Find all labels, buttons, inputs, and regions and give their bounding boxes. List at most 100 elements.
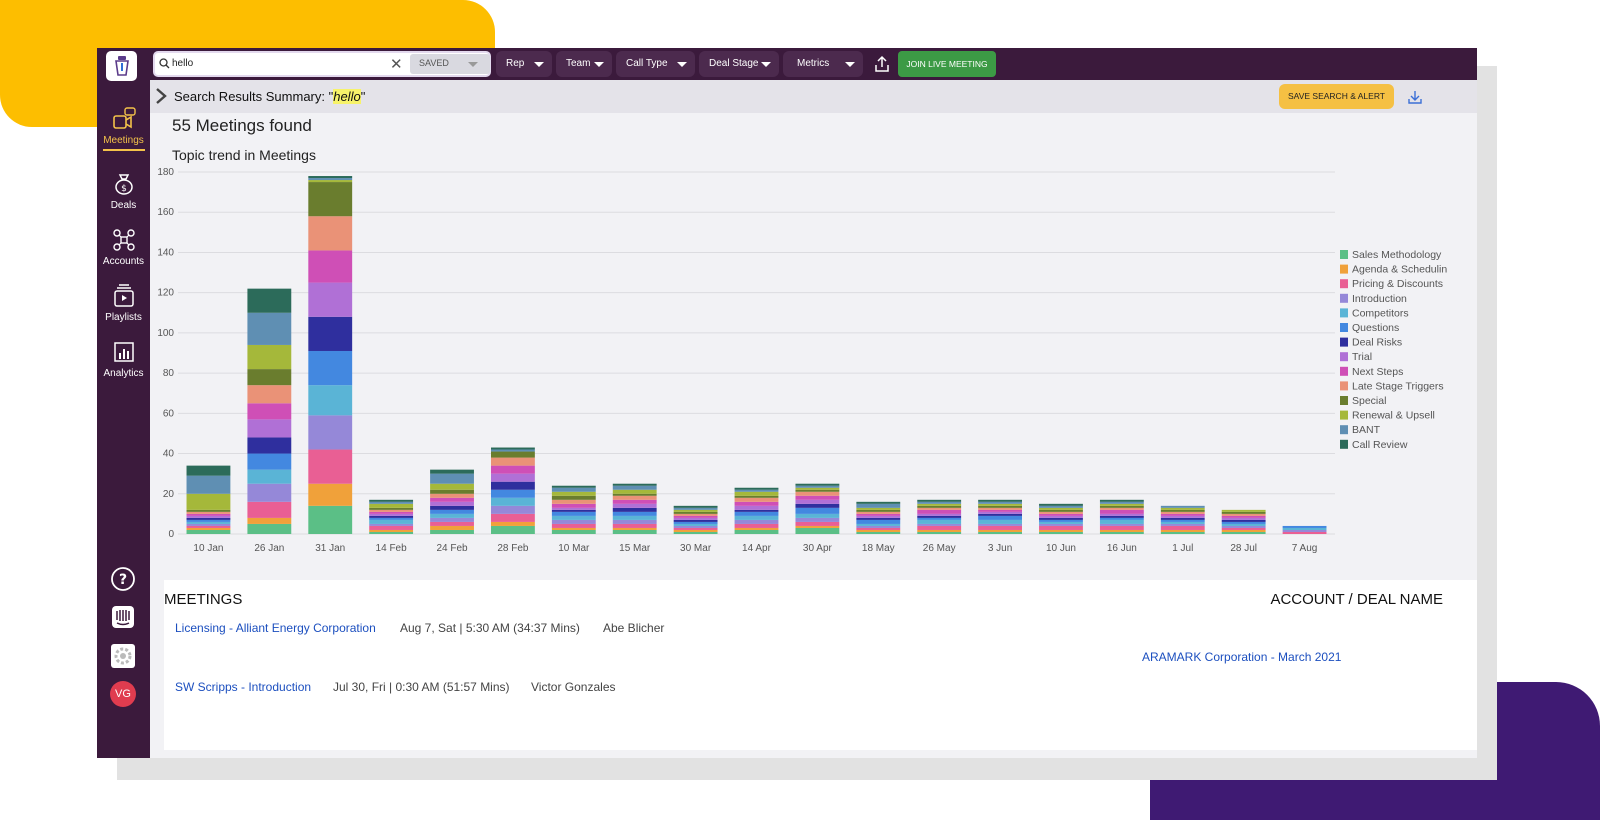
sidebar-item-deals[interactable]: $ Deals [97,171,150,211]
export-icon[interactable] [872,54,892,74]
bar-segment [978,511,1023,514]
bar-segment [612,515,657,520]
bar-segment [186,527,231,530]
bar-segment [917,501,962,504]
bar-segment [795,521,840,526]
legend-swatch [1340,250,1348,259]
bar-segment [490,525,535,534]
bar-segment [308,216,353,251]
bar-segment [430,473,474,484]
summary-prefix: Search Results Summary: " [174,89,334,104]
bar-segment [673,525,718,528]
bar-segment [917,531,962,534]
bar-segment [673,507,718,510]
bar-segment [1039,511,1083,514]
save-search-alert-button[interactable]: SAVE SEARCH & ALERT [1279,84,1394,109]
filter-rep-dropdown[interactable]: Rep [496,51,552,77]
bar-segment [795,507,840,514]
bar-segment [247,419,292,438]
search-input[interactable]: hello ✕ SAVED [153,51,491,77]
search-icon [159,58,170,69]
sidebar-item-playlists[interactable]: Playlists [97,283,150,323]
filter-metrics-dropdown[interactable]: Metrics [783,51,863,77]
settings-icon[interactable] [110,643,136,669]
bar-segment [247,344,292,370]
bar-segment [369,499,414,502]
bar-segment [186,521,231,524]
bar-segment [1099,525,1144,530]
meeting-link[interactable]: SW Scripps - Introduction [175,680,312,694]
bar-segment [1221,517,1266,520]
bar-segment [308,176,353,179]
legend-label: Special [1352,395,1386,407]
bar-segment [917,529,962,532]
clear-icon[interactable]: ✕ [390,56,403,73]
chevron-right-icon[interactable] [154,88,168,104]
chevron-down-icon [468,62,478,67]
bar-segment [490,521,535,526]
intercom-icon[interactable] [110,604,136,630]
sidebar-item-label: Deals [110,200,137,211]
bar-segment [1039,523,1083,526]
y-tick-label: 20 [163,489,175,500]
legend-label: BANT [1352,424,1381,436]
x-tick-label: 28 Feb [497,543,529,554]
sidebar-item-analytics[interactable]: Analytics [97,339,150,379]
bar-segment [978,501,1023,504]
bar-segment [856,503,901,508]
x-tick-label: 14 Feb [376,543,408,554]
sidebar-item-meetings[interactable]: Meetings [97,106,150,151]
sidebar-item-label: Meetings [103,135,144,146]
bar-segment [1099,517,1144,520]
search-value[interactable]: hello [172,58,194,69]
bar-segment [856,531,901,534]
deals-icon: $ [114,174,133,195]
bar-segment [917,505,962,508]
help-icon[interactable]: ? [110,566,136,592]
bar-segment [856,507,901,510]
bar-segment [856,509,901,512]
filter-team-dropdown[interactable]: Team [556,51,612,77]
bar-segment [1099,503,1144,506]
y-tick-label: 180 [157,167,174,178]
bar-segment [247,483,292,502]
bar-segment [369,513,414,516]
bar-segment [1099,531,1144,534]
bar-segment [308,415,353,450]
meeting-link[interactable]: Licensing - Alliant Energy Corporation [175,621,376,635]
sidebar-item-accounts[interactable]: Accounts [97,227,150,267]
saved-searches-dropdown[interactable]: SAVED [410,54,490,74]
bar-segment [1039,513,1083,516]
bar-segment [917,499,962,502]
search-summary-bar: Search Results Summary: "hello" SAVE SEA… [150,80,1477,113]
bar-segment [734,495,779,498]
filter-label: Team [566,58,591,69]
account-deal-link[interactable]: ARAMARK Corporation - March 2021 [1142,650,1342,664]
avatar[interactable]: VG [110,681,136,707]
bar-segment [247,437,292,454]
bar-segment [490,447,535,450]
legend-swatch [1340,337,1348,347]
filter-deal-stage-dropdown[interactable]: Deal Stage [699,51,779,77]
summary-term: hello [333,89,361,104]
saved-label: SAVED [419,58,449,68]
bar-segment [795,485,840,488]
join-live-meeting-button[interactable]: JOIN LIVE MEETING [898,51,996,77]
bar-segment [978,513,1023,516]
x-tick-label: 10 Jun [1046,543,1076,554]
bar-segment [673,519,718,522]
filter-call-type-dropdown[interactable]: Call Type [616,51,695,77]
app-logo[interactable] [106,51,137,81]
bar-segment [369,531,414,534]
bar-segment [673,523,718,526]
meetings-title: MEETINGS [164,591,243,608]
bar-segment [430,505,474,510]
download-icon[interactable] [1406,88,1424,106]
bar-segment [308,350,353,386]
legend-label: Sales Methodology [1352,249,1442,261]
bar-segment [734,505,779,510]
chevron-down-icon [534,62,544,67]
bar-segment [856,515,901,518]
bar-segment [430,521,474,526]
legend-label: Introduction [1352,293,1407,305]
